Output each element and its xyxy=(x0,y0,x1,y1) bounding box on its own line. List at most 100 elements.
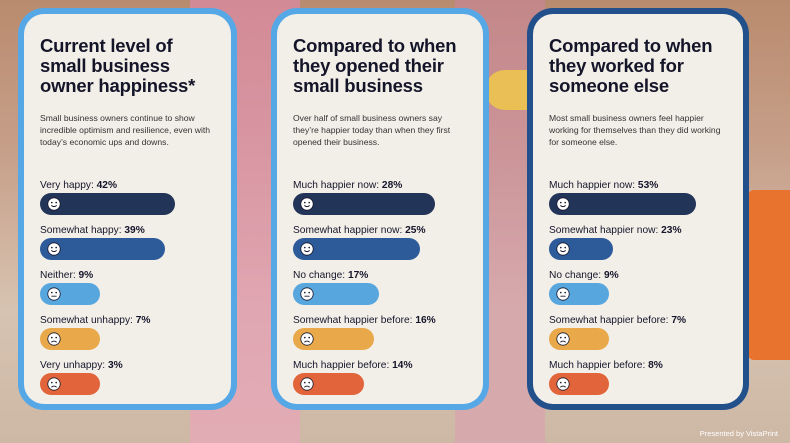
value-label: 39% xyxy=(124,225,145,236)
value-label: 25% xyxy=(405,225,426,236)
bar xyxy=(293,193,435,215)
bar-row: Very unhappy: 3% xyxy=(40,359,221,404)
bar-row: Somewhat happy: 39% xyxy=(40,224,221,269)
frown-icon xyxy=(47,332,61,346)
frown-icon xyxy=(556,332,570,346)
value-label: 42% xyxy=(96,180,118,191)
bar-row: No change: 9% xyxy=(549,269,733,314)
frown-icon xyxy=(556,377,570,391)
value-label: 28% xyxy=(381,180,403,191)
bar-row: Much happier before: 14% xyxy=(293,359,473,404)
smile-icon xyxy=(556,197,570,211)
category-label: Somewhat happier before: xyxy=(293,315,416,326)
category-label: Very happy: xyxy=(40,180,97,191)
bar xyxy=(293,283,380,305)
neutral-face-icon xyxy=(556,287,570,301)
bar-row: Neither: 9% xyxy=(40,269,221,314)
value-label: 23% xyxy=(661,225,682,236)
chart-subtitle: Small business owners continue to show i… xyxy=(40,113,211,147)
value-label: 9% xyxy=(603,270,619,281)
category-label: Somewhat happy: xyxy=(40,225,125,236)
value-label: 7% xyxy=(135,315,151,326)
category-label: Somewhat unhappy: xyxy=(40,315,136,326)
bar xyxy=(40,193,175,215)
frown-icon xyxy=(47,377,61,391)
category-label: Much happier now: xyxy=(549,180,638,191)
bar-row: Much happier now: 53% xyxy=(549,179,733,224)
category-label: No change: xyxy=(293,270,348,281)
value-label: 16% xyxy=(415,315,436,326)
bar-list: Very happy: 42% Somewhat happy: 39% Neithe… xyxy=(40,179,221,404)
chart-card-current-happiness: Current level of small business owner ha… xyxy=(18,8,237,410)
category-label: Somewhat happier now: xyxy=(549,225,662,236)
bar xyxy=(549,193,696,215)
chart-subtitle: Over half of small business owners say t… xyxy=(293,113,451,147)
category-label: Much happier before: xyxy=(549,360,649,371)
category-label: Much happier before: xyxy=(293,360,393,371)
bar-row: Somewhat unhappy: 7% xyxy=(40,314,221,359)
category-label: Neither: xyxy=(40,270,79,281)
smile-icon xyxy=(47,242,61,256)
category-label: Much happier now: xyxy=(293,180,382,191)
smile-icon xyxy=(556,242,570,256)
bar-label: Somewhat happier now: 23% xyxy=(549,224,733,237)
bar-row: Somewhat happier before: 16% xyxy=(293,314,473,359)
smile-icon xyxy=(300,242,314,256)
bar xyxy=(40,238,166,260)
chart-card-vs-employed: Compared to when they worked for someone… xyxy=(527,8,749,410)
category-label: Very unhappy: xyxy=(40,360,108,371)
bar xyxy=(40,373,100,395)
value-label: 9% xyxy=(78,270,94,281)
bar-row: Very happy: 42% xyxy=(40,179,221,224)
bar xyxy=(40,328,100,350)
value-label: 14% xyxy=(392,360,413,371)
chart-title: Compared to when they opened their small… xyxy=(293,35,457,96)
value-label: 53% xyxy=(637,180,659,191)
bar xyxy=(293,328,375,350)
neutral-face-icon xyxy=(300,287,314,301)
bar-label: Very unhappy: 3% xyxy=(40,359,221,372)
bar-label: Much happier now: 53% xyxy=(549,179,733,192)
value-label: 8% xyxy=(648,360,663,371)
credit-text: Presented by VistaPrint xyxy=(699,429,778,438)
chart-subtitle: Most small business owners feel happier … xyxy=(549,113,721,147)
category-label: Somewhat happier before: xyxy=(549,315,672,326)
bar-row: Somewhat happier now: 25% xyxy=(293,224,473,269)
chart-title: Compared to when they worked for someone… xyxy=(549,35,713,96)
bar-label: Somewhat happier before: 16% xyxy=(293,314,473,327)
value-label: 7% xyxy=(671,315,687,326)
bar-label: Much happier now: 28% xyxy=(293,179,473,192)
bar xyxy=(293,373,364,395)
frown-icon xyxy=(300,332,314,346)
bar-row: No change: 17% xyxy=(293,269,473,314)
bar-row: Much happier now: 28% xyxy=(293,179,473,224)
bar-label: Very happy: 42% xyxy=(40,179,221,192)
bar-label: Much happier before: 14% xyxy=(293,359,473,372)
bar-label: Much happier before: 8% xyxy=(549,359,733,372)
bar xyxy=(293,238,420,260)
bar xyxy=(549,238,613,260)
bar-row: Somewhat happier before: 7% xyxy=(549,314,733,359)
bar-list: Much happier now: 28% Somewhat happier no… xyxy=(293,179,473,404)
value-label: 3% xyxy=(107,360,123,371)
chart-title: Current level of small business owner ha… xyxy=(40,35,196,96)
bar-row: Much happier before: 8% xyxy=(549,359,733,404)
bar-label: No change: 17% xyxy=(293,269,473,282)
bar-label: Somewhat unhappy: 7% xyxy=(40,314,221,327)
bar xyxy=(40,283,100,305)
value-label: 17% xyxy=(347,270,369,281)
chart-card-vs-opened: Compared to when they opened their small… xyxy=(271,8,489,410)
bar-label: Somewhat happier now: 25% xyxy=(293,224,473,237)
bar xyxy=(549,373,609,395)
bar xyxy=(549,283,609,305)
bar-label: Neither: 9% xyxy=(40,269,221,282)
frown-icon xyxy=(300,377,314,391)
neutral-face-icon xyxy=(47,287,61,301)
category-label: Somewhat happier now: xyxy=(293,225,406,236)
bar-list: Much happier now: 53% Somewhat happier no… xyxy=(549,179,733,404)
bar xyxy=(549,328,609,350)
category-label: No change: xyxy=(549,270,604,281)
background-photo-orange xyxy=(748,190,790,360)
bar-label: Somewhat happy: 39% xyxy=(40,224,221,237)
bar-row: Somewhat happier now: 23% xyxy=(549,224,733,269)
